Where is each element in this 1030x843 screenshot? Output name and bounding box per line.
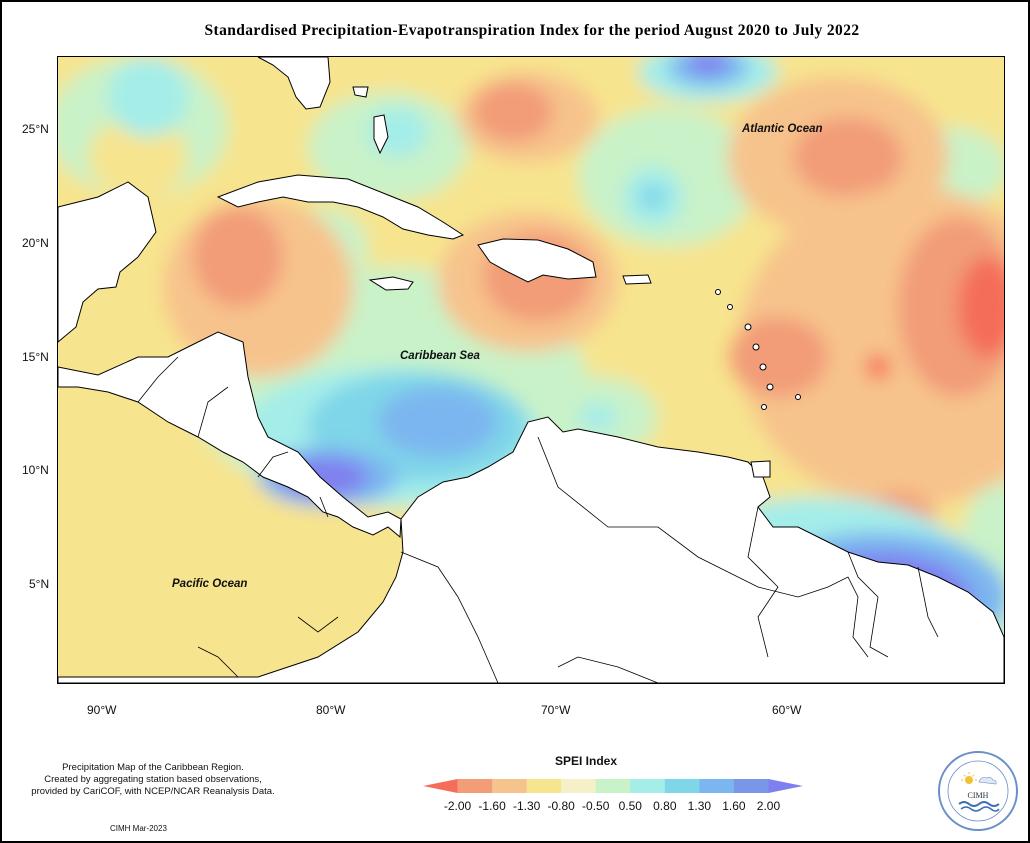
legend-tick-label: -2.00	[443, 799, 472, 813]
legend-tick-label: 0.50	[618, 799, 642, 813]
legend-swatch	[595, 779, 631, 793]
lat-label-25n: 25°N	[22, 122, 49, 136]
note-line-2: Created by aggregating station based obs…	[44, 774, 262, 785]
legend-tick-label: -0.50	[582, 799, 610, 813]
legend-colorbar	[423, 779, 803, 793]
lon-label-80w: 80°W	[316, 703, 346, 717]
lon-label-90w: 90°W	[87, 703, 117, 717]
label-pacific-ocean: Pacific Ocean	[172, 578, 248, 590]
legend-swatch	[733, 779, 769, 793]
credit-text: CIMH Mar-2023	[110, 824, 167, 833]
spei-map	[58, 57, 1004, 683]
lat-label-20n: 20°N	[22, 236, 49, 250]
legend-tick-label: 1.60	[722, 799, 746, 813]
legend-swatch	[768, 779, 803, 793]
map-title: Standardised Precipitation-Evapotranspir…	[204, 22, 860, 39]
legend-tick-label: 2.00	[756, 799, 781, 813]
legend-tick-label: -1.60	[478, 799, 506, 813]
note-line-3: provided by CariCOF, with NCEP/NCAR Rean…	[31, 786, 275, 797]
legend-swatch	[423, 779, 458, 793]
legend-swatch	[526, 779, 562, 793]
legend-swatch	[664, 779, 700, 793]
legend-swatch	[457, 779, 493, 793]
label-atlantic-ocean: Atlantic Ocean	[742, 123, 823, 135]
legend-swatch	[561, 779, 597, 793]
country-borders	[137, 356, 939, 683]
logo-text: CIMH	[968, 791, 989, 800]
lat-label-10n: 10°N	[22, 463, 49, 477]
map-description: Precipitation Map of the Caribbean Regio…	[8, 762, 298, 798]
legend-swatch	[492, 779, 528, 793]
label-caribbean-sea: Caribbean Sea	[400, 350, 480, 362]
legend-tick-label: -0.80	[547, 799, 575, 813]
note-line-1: Precipitation Map of the Caribbean Regio…	[62, 762, 244, 773]
lat-label-5n: 5°N	[29, 577, 50, 591]
land-masses	[58, 57, 1004, 683]
legend-swatch	[699, 779, 735, 793]
cimh-logo: CIMH	[938, 751, 1018, 831]
legend-title: SPEI Index	[555, 754, 618, 768]
legend-tick-label: 0.80	[653, 799, 677, 813]
lon-label-60w: 60°W	[772, 703, 802, 717]
legend-tick-label: -1.30	[512, 799, 541, 813]
lon-label-70w: 70°W	[541, 703, 571, 717]
map-area[interactable]	[57, 56, 1005, 684]
legend-swatch	[630, 779, 666, 793]
lat-label-15n: 15°N	[22, 350, 49, 364]
legend-tick-label: 1.30	[687, 799, 712, 813]
